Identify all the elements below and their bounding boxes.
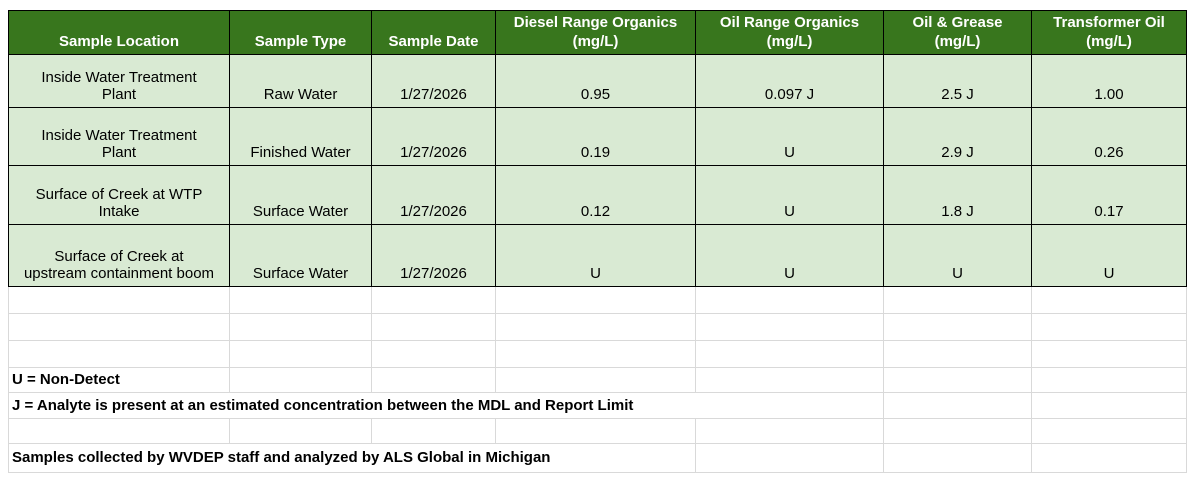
empty-cell[interactable] xyxy=(695,286,884,314)
table-header-row: Sample Location Sample Type Sample Date … xyxy=(8,10,1187,55)
empty-row xyxy=(8,418,1187,444)
cell-diesel-range-organics[interactable]: 0.12 xyxy=(495,165,696,225)
empty-cell[interactable] xyxy=(695,340,884,368)
header-cell-sample-date[interactable]: Sample Date xyxy=(371,10,496,55)
empty-cell[interactable] xyxy=(495,286,696,314)
spreadsheet-area: Sample Location Sample Type Sample Date … xyxy=(8,10,1187,473)
table-row: Inside Water Treatment Plant Finished Wa… xyxy=(8,107,1187,166)
empty-cell[interactable] xyxy=(371,286,496,314)
empty-cell[interactable] xyxy=(229,340,372,368)
header-cell-transformer-oil[interactable]: Transformer Oil (mg/L) xyxy=(1031,10,1187,55)
empty-cell[interactable] xyxy=(371,340,496,368)
empty-cell[interactable] xyxy=(495,418,696,444)
cell-transformer-oil[interactable]: U xyxy=(1031,224,1187,287)
empty-cell[interactable] xyxy=(695,367,884,393)
table-row: Surface of Creek at upstream containment… xyxy=(8,224,1187,287)
empty-cell[interactable] xyxy=(695,418,884,444)
cell-sample-type[interactable]: Finished Water xyxy=(229,107,372,166)
cell-oil-and-grease[interactable]: U xyxy=(883,224,1032,287)
table-row: Surface of Creek at WTP Intake Surface W… xyxy=(8,165,1187,225)
note-row-u-flag: U = Non-Detect xyxy=(8,367,1187,393)
empty-cell[interactable] xyxy=(8,313,230,341)
empty-row xyxy=(8,286,1187,314)
cell-sample-date[interactable]: 1/27/2026 xyxy=(371,107,496,166)
empty-cell[interactable] xyxy=(1031,340,1187,368)
empty-cell[interactable] xyxy=(229,367,372,393)
empty-cell[interactable] xyxy=(495,313,696,341)
note-row-samples: Samples collected by WVDEP staff and ana… xyxy=(8,443,1187,473)
cell-transformer-oil[interactable]: 1.00 xyxy=(1031,54,1187,108)
empty-cell[interactable] xyxy=(1031,286,1187,314)
cell-transformer-oil[interactable]: 0.26 xyxy=(1031,107,1187,166)
cell-sample-type[interactable]: Raw Water xyxy=(229,54,372,108)
note-j-flag[interactable]: J = Analyte is present at an estimated c… xyxy=(8,392,696,419)
empty-cell[interactable] xyxy=(371,313,496,341)
header-cell-oil-and-grease[interactable]: Oil & Grease (mg/L) xyxy=(883,10,1032,55)
empty-cell[interactable] xyxy=(1031,313,1187,341)
empty-cell[interactable] xyxy=(1031,443,1187,473)
empty-cell[interactable] xyxy=(883,286,1032,314)
table-row: Inside Water Treatment Plant Raw Water 1… xyxy=(8,54,1187,108)
note-row-j-flag: J = Analyte is present at an estimated c… xyxy=(8,392,1187,419)
empty-cell[interactable] xyxy=(371,367,496,393)
header-cell-sample-type[interactable]: Sample Type xyxy=(229,10,372,55)
cell-diesel-range-organics[interactable]: U xyxy=(495,224,696,287)
empty-cell[interactable] xyxy=(229,313,372,341)
sample-results-table: Sample Location Sample Type Sample Date … xyxy=(8,10,1187,473)
cell-diesel-range-organics[interactable]: 0.95 xyxy=(495,54,696,108)
empty-cell[interactable] xyxy=(695,392,884,419)
cell-oil-and-grease[interactable]: 1.8 J xyxy=(883,165,1032,225)
cell-sample-date[interactable]: 1/27/2026 xyxy=(371,165,496,225)
cell-sample-location[interactable]: Surface of Creek at upstream containment… xyxy=(8,224,230,287)
empty-cell[interactable] xyxy=(229,286,372,314)
empty-row xyxy=(8,340,1187,368)
empty-row xyxy=(8,313,1187,341)
empty-cell[interactable] xyxy=(495,367,696,393)
header-cell-oil-range-organics[interactable]: Oil Range Organics (mg/L) xyxy=(695,10,884,55)
note-u-flag[interactable]: U = Non-Detect xyxy=(8,367,230,393)
empty-cell[interactable] xyxy=(1031,367,1187,393)
cell-sample-date[interactable]: 1/27/2026 xyxy=(371,54,496,108)
header-cell-sample-location[interactable]: Sample Location xyxy=(8,10,230,55)
empty-cell[interactable] xyxy=(8,418,230,444)
cell-oil-range-organics[interactable]: U xyxy=(695,107,884,166)
empty-cell[interactable] xyxy=(495,340,696,368)
empty-cell[interactable] xyxy=(883,418,1032,444)
cell-transformer-oil[interactable]: 0.17 xyxy=(1031,165,1187,225)
empty-cell[interactable] xyxy=(695,313,884,341)
cell-sample-location[interactable]: Inside Water Treatment Plant xyxy=(8,54,230,108)
empty-cell[interactable] xyxy=(229,418,372,444)
cell-sample-type[interactable]: Surface Water xyxy=(229,224,372,287)
cell-oil-range-organics[interactable]: U xyxy=(695,224,884,287)
cell-sample-type[interactable]: Surface Water xyxy=(229,165,372,225)
cell-oil-range-organics[interactable]: U xyxy=(695,165,884,225)
empty-cell[interactable] xyxy=(883,340,1032,368)
empty-cell[interactable] xyxy=(1031,392,1187,419)
empty-cell[interactable] xyxy=(883,392,1032,419)
note-samples[interactable]: Samples collected by WVDEP staff and ana… xyxy=(8,443,696,473)
empty-cell[interactable] xyxy=(695,443,884,473)
cell-sample-location[interactable]: Inside Water Treatment Plant xyxy=(8,107,230,166)
cell-sample-date[interactable]: 1/27/2026 xyxy=(371,224,496,287)
empty-cell[interactable] xyxy=(8,340,230,368)
cell-oil-and-grease[interactable]: 2.9 J xyxy=(883,107,1032,166)
empty-cell[interactable] xyxy=(8,286,230,314)
cell-sample-location[interactable]: Surface of Creek at WTP Intake xyxy=(8,165,230,225)
empty-cell[interactable] xyxy=(1031,418,1187,444)
empty-cell[interactable] xyxy=(883,443,1032,473)
empty-cell[interactable] xyxy=(371,418,496,444)
header-cell-diesel-range-organics[interactable]: Diesel Range Organics (mg/L) xyxy=(495,10,696,55)
cell-oil-and-grease[interactable]: 2.5 J xyxy=(883,54,1032,108)
empty-cell[interactable] xyxy=(883,367,1032,393)
empty-cell[interactable] xyxy=(883,313,1032,341)
cell-diesel-range-organics[interactable]: 0.19 xyxy=(495,107,696,166)
cell-oil-range-organics[interactable]: 0.097 J xyxy=(695,54,884,108)
